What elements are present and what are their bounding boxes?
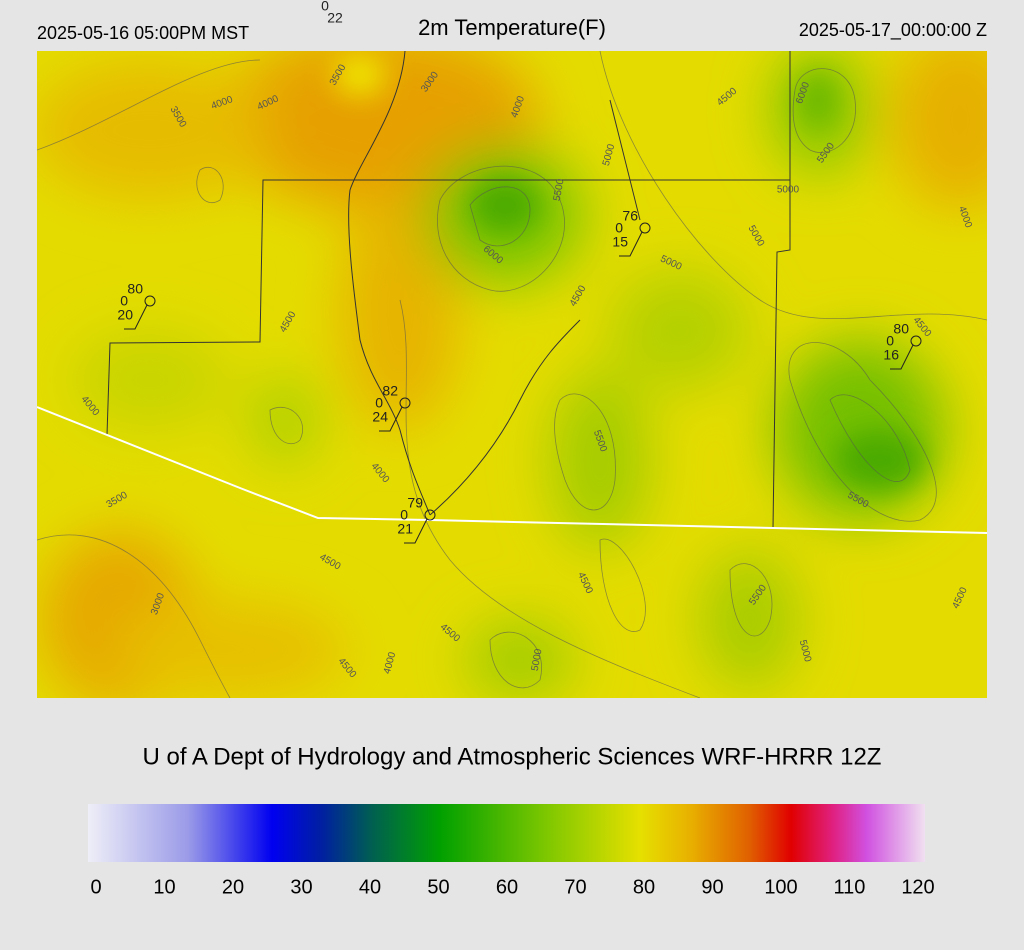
station-code: 0: [321, 0, 329, 14]
station-code: 0: [375, 395, 383, 411]
station-marker: [144, 295, 156, 307]
offmap-station: 022: [321, 0, 343, 26]
station-marker: [399, 397, 411, 409]
map-title: 2m Temperature(F): [418, 15, 606, 40]
colorbar-tick-label: 90: [701, 876, 723, 898]
colorbar-tick-label: 30: [290, 876, 312, 898]
colorbar-tick-label: 100: [764, 876, 797, 898]
wind-barb: [404, 518, 428, 544]
colorbar-tick-label: 10: [153, 876, 175, 898]
station-dewpoint: 15: [612, 234, 628, 250]
station-dewpoint: 16: [883, 347, 899, 363]
station-code: 0: [615, 220, 623, 236]
colorbar-tick-label: 120: [901, 876, 934, 898]
colorbar-tick-label: 50: [427, 876, 449, 898]
wind-barb: [619, 231, 643, 257]
station-code: 0: [120, 293, 128, 309]
borders: [106, 51, 791, 529]
wind-barb: [890, 344, 914, 370]
valid-time-utc: 2025-05-17_00:00:00 Z: [799, 20, 987, 41]
station-marker: [639, 222, 651, 234]
station-marker: [910, 335, 922, 347]
colorbar-tick-label: 40: [359, 876, 381, 898]
station-dewpoint: 24: [372, 409, 388, 425]
contour-label: 5500: [552, 178, 567, 202]
station-dewpoint: 22: [327, 10, 343, 26]
station-temperature: 80: [893, 321, 909, 337]
station-marker: [424, 509, 436, 521]
station-temperature: 76: [622, 208, 638, 224]
colorbar-tick-label: 80: [633, 876, 655, 898]
station-temperature: 79: [407, 495, 423, 511]
colorbar-tick-label: 110: [834, 876, 866, 898]
contour-label: 5000: [777, 185, 800, 196]
contour-label: 5000: [530, 648, 545, 672]
colorbar-tick-label: 60: [496, 876, 518, 898]
station-dewpoint: 20: [117, 307, 133, 323]
colorbar-tick-label: 70: [564, 876, 586, 898]
colorbar: [88, 804, 925, 862]
station-dewpoint: 21: [397, 521, 413, 537]
contours: [37, 51, 987, 698]
colorbar-tick-label: 0: [90, 876, 101, 898]
wind-barb: [124, 304, 148, 330]
station-code: 0: [886, 333, 894, 349]
state-border: [37, 406, 987, 534]
credit: U of A Dept of Hydrology and Atmospheric…: [143, 743, 882, 770]
valid-time-local: 2025-05-16 05:00PM MST: [37, 23, 249, 43]
station-code: 0: [400, 507, 408, 523]
wind-barb: [379, 406, 403, 432]
colorbar-ticks: 0 10 20 30 40 50 60 70 80 90 100 110 120: [90, 876, 934, 898]
station-temperature: 80: [127, 281, 143, 297]
station-temperature: 82: [382, 383, 398, 399]
colorbar-tick-label: 20: [222, 876, 244, 898]
